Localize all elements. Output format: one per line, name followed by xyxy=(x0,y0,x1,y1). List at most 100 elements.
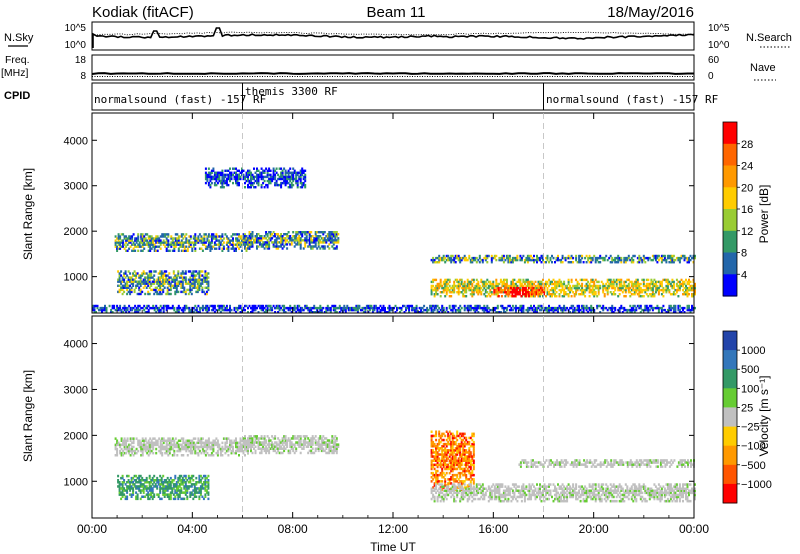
power-echo-cell xyxy=(286,239,289,242)
power-echo-cell xyxy=(623,282,626,286)
power-echo-cell xyxy=(320,245,323,248)
power-echo-cell xyxy=(203,241,206,244)
power-echo-cell xyxy=(159,276,162,279)
power-echo-cell xyxy=(153,308,156,312)
power-echo-cell xyxy=(555,256,558,260)
velocity-echo-cell xyxy=(135,474,138,478)
power-echo-cell xyxy=(567,256,570,260)
power-echo-cell xyxy=(262,171,265,174)
power-echo-cell xyxy=(526,254,529,258)
power-echo-cell xyxy=(624,256,627,260)
velocity-echo-cell xyxy=(171,489,174,492)
power-echo-cell xyxy=(557,308,559,312)
power-echo-cell xyxy=(248,237,251,240)
power-echo-cell xyxy=(150,274,153,277)
power-echo-cell xyxy=(572,311,575,314)
velocity-echo-cell xyxy=(171,487,174,490)
power-echo-cell xyxy=(335,233,338,236)
power-echo-cell xyxy=(215,308,218,312)
power-echo-cell xyxy=(362,311,365,314)
velocity-echo-cell xyxy=(244,437,246,440)
power-echo-cell xyxy=(635,291,638,294)
power-echo-cell xyxy=(367,311,370,314)
power-echo-cell xyxy=(493,306,496,310)
power-echo-cell xyxy=(248,239,251,242)
power-echo-cell xyxy=(292,231,295,234)
power-echo-cell xyxy=(198,276,201,279)
power-echo-cell xyxy=(447,258,450,262)
velocity-echo-cell xyxy=(141,483,144,486)
power-echo-cell xyxy=(188,308,191,312)
power-echo-cell xyxy=(651,254,654,258)
power-echo-cell xyxy=(200,306,203,310)
power-echo-cell xyxy=(537,286,540,290)
power-echo-cell xyxy=(439,258,442,262)
velocity-echo-cell xyxy=(149,449,152,453)
power-echo-cell xyxy=(526,278,529,282)
power-echo-cell xyxy=(250,237,252,240)
power-echo-cell xyxy=(251,243,254,246)
power-echo-cell xyxy=(519,282,522,286)
power-echo-cell xyxy=(271,237,274,240)
velocity-echo-cell xyxy=(197,447,200,451)
power-echo-cell xyxy=(314,243,317,246)
power-echo-cell xyxy=(546,256,549,260)
power-echo-cell xyxy=(662,278,665,282)
power-echo-cell xyxy=(298,171,301,174)
power-echo-cell xyxy=(486,261,489,264)
power-echo-cell xyxy=(262,304,265,308)
velocity-echo-cell xyxy=(292,447,295,450)
power-echo-cell xyxy=(445,280,448,284)
power-echo-cell xyxy=(578,256,581,260)
velocity-echo-cell xyxy=(311,443,314,446)
power-echo-cell xyxy=(620,256,623,260)
power-echo-cell xyxy=(187,292,190,296)
power-echo-cell xyxy=(155,239,158,242)
power-echo-cell xyxy=(281,304,284,308)
power-echo-cell xyxy=(474,258,477,262)
velocity-echo-cell xyxy=(236,447,239,451)
power-echo-cell xyxy=(144,233,147,236)
power-echo-cell xyxy=(674,258,677,262)
power-echo-cell xyxy=(201,241,204,244)
power-echo-cell xyxy=(540,304,543,308)
power-echo-cell xyxy=(528,306,531,310)
power-echo-cell xyxy=(287,186,290,189)
power-echo-cell xyxy=(248,179,251,183)
velocity-echo-cell xyxy=(200,437,203,440)
velocity-echo-cell xyxy=(238,445,240,449)
velocity-echo-cell xyxy=(229,439,231,442)
velocity-echo-cell xyxy=(135,437,138,440)
power-echo-cell xyxy=(146,311,149,314)
velocity-echo-cell xyxy=(206,447,209,451)
power-echo-cell xyxy=(576,280,579,284)
power-echo-cell xyxy=(154,288,157,292)
velocity-echo-cell xyxy=(227,445,230,449)
power-echo-cell xyxy=(257,173,260,177)
power-echo-cell xyxy=(688,288,690,292)
velocity-echo-cell xyxy=(174,437,177,440)
velocity-echo-cell xyxy=(277,449,280,453)
power-echo-cell xyxy=(585,254,588,258)
velocity-echo-cell xyxy=(163,495,166,498)
velocity-echo-cell xyxy=(221,445,224,449)
velocity-echo-cell xyxy=(292,449,295,453)
power-echo-cell xyxy=(466,278,469,282)
power-echo-cell xyxy=(148,278,151,281)
power-echo-cell xyxy=(469,306,472,310)
power-echo-cell xyxy=(632,306,635,310)
power-echo-cell xyxy=(222,247,225,250)
velocity-echo-cell xyxy=(265,439,268,442)
power-echo-cell xyxy=(656,261,659,264)
velocity-echo-cell xyxy=(253,435,255,438)
power-echo-cell xyxy=(499,311,502,314)
velocity-echo-cell xyxy=(216,454,219,457)
velocity-echo-cell xyxy=(158,449,161,453)
power-echo-cell xyxy=(639,295,642,298)
power-echo-cell xyxy=(441,291,444,294)
power-echo-cell xyxy=(641,258,644,262)
power-echo-cell xyxy=(248,169,251,172)
power-echo-cell xyxy=(284,179,287,183)
velocity-echo-cell xyxy=(120,447,123,451)
velocity-echo-cell xyxy=(114,445,117,449)
